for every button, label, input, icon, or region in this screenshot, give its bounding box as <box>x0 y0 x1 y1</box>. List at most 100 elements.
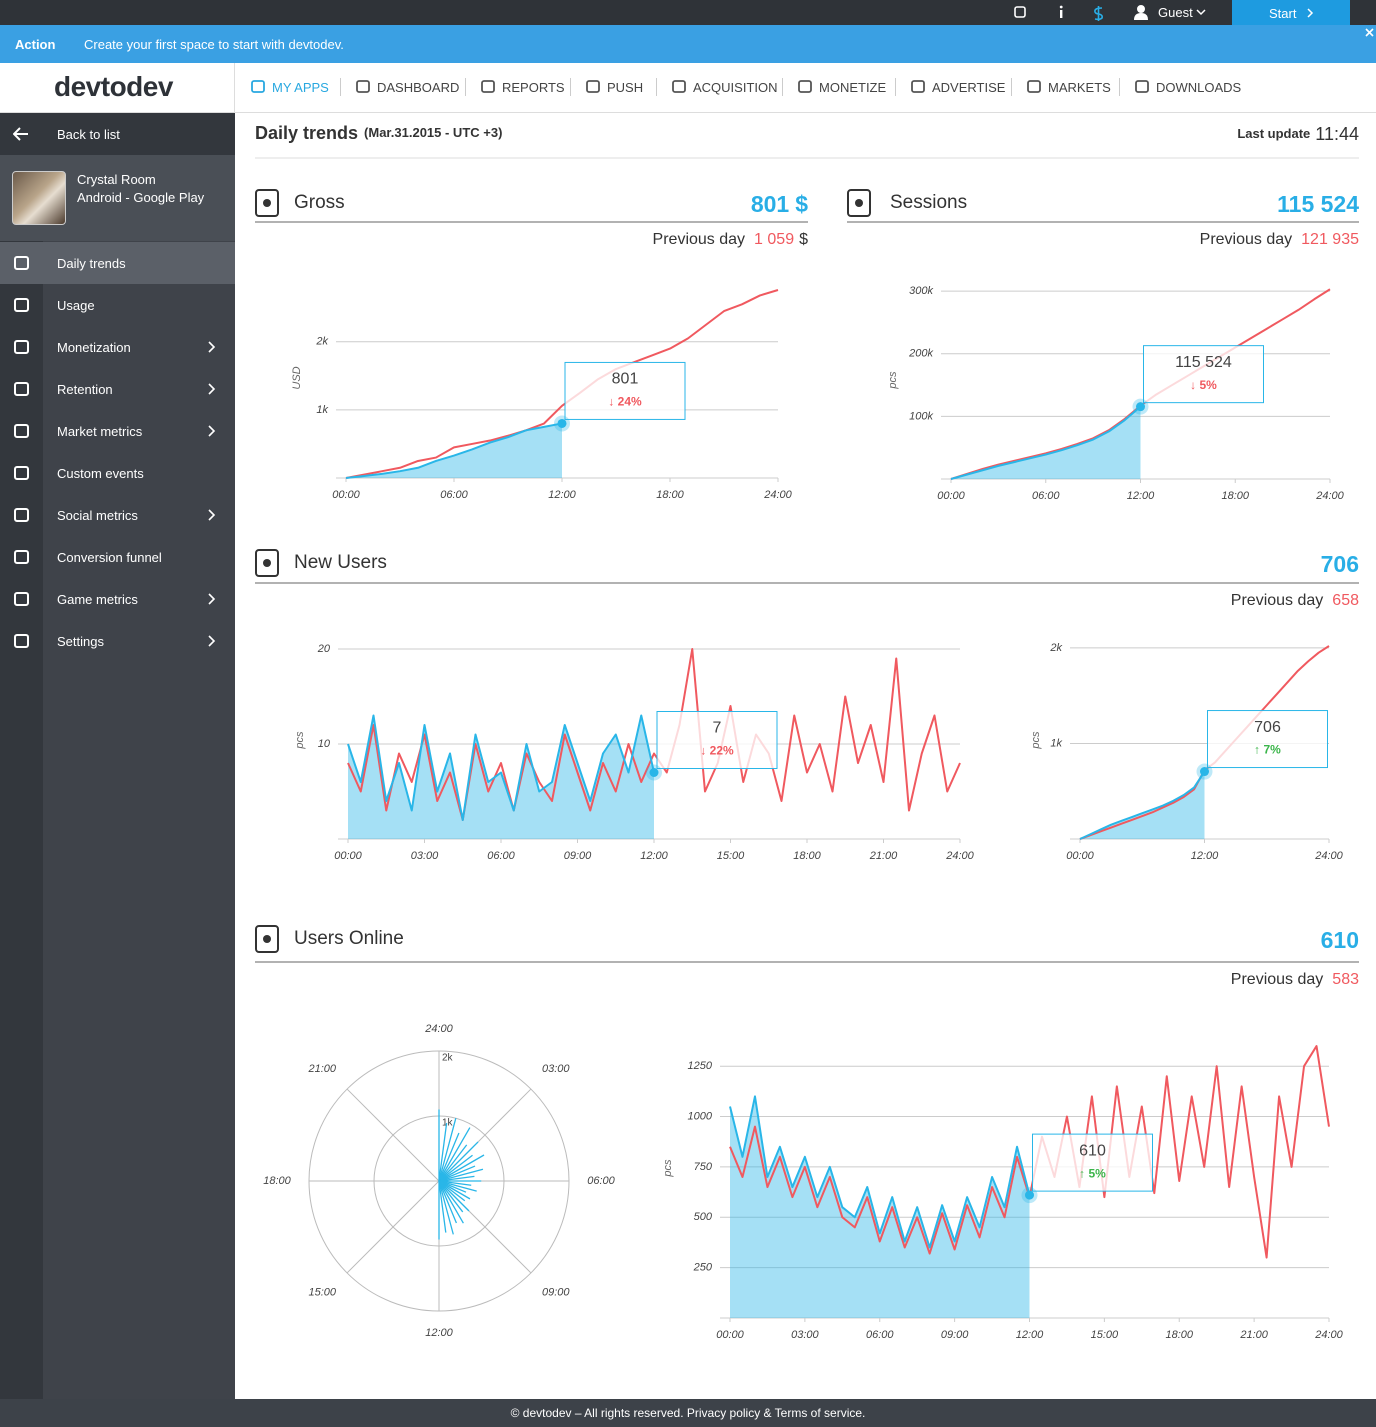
x-tick-label: 03:00 <box>411 850 439 862</box>
info-icon[interactable] <box>1060 10 1063 18</box>
menu-icon-shape <box>14 592 29 606</box>
nav-item[interactable]: MARKETS <box>1048 80 1111 95</box>
window-icon[interactable] <box>1014 6 1026 18</box>
nav-item[interactable]: REPORTS <box>502 80 565 95</box>
spoke <box>438 1180 464 1213</box>
nav-icon-shape <box>481 80 495 93</box>
tooltip-change: ↓ 5% <box>1190 378 1217 392</box>
x-tick-label: 21:00 <box>1239 1329 1268 1341</box>
y-tick-label: 100k <box>909 410 933 422</box>
content: Daily trends (Mar.31.2015 - UTC +3) Last … <box>255 123 1359 1341</box>
nav-item[interactable]: PUSH <box>607 80 644 95</box>
menu-icon-shape <box>14 634 29 648</box>
widget-value: 610 <box>1321 927 1359 953</box>
user-name[interactable]: Guest <box>1158 5 1193 20</box>
y-axis-label: USD <box>291 366 303 389</box>
menu-label: Daily trends <box>57 256 126 271</box>
menu-icon-shape <box>14 382 29 396</box>
chevron <box>208 425 216 437</box>
logo[interactable]: devtodev <box>54 71 173 102</box>
tooltip-value: 610 <box>1079 1142 1106 1159</box>
menu-chevron <box>208 509 216 521</box>
menu-item[interactable]: Game metrics <box>0 578 235 620</box>
spoke <box>438 1180 464 1224</box>
menu-item[interactable]: Conversion funnel <box>0 536 235 578</box>
menu-item[interactable]: Monetization <box>0 326 235 368</box>
y-axis-label: pcs <box>662 1159 674 1178</box>
last-update: Last update 11:44 <box>1237 124 1359 144</box>
x-tick-label: 06:00 <box>440 489 468 501</box>
nav-icon-shape <box>251 80 265 93</box>
start-label: Start <box>1269 6 1297 21</box>
spoke <box>438 1180 466 1202</box>
x-tick-label: 00:00 <box>332 489 360 501</box>
x-tick-label: 12:00 <box>640 850 668 862</box>
y-tick-label: 250 <box>693 1262 713 1274</box>
tooltip-change: ↑ 5% <box>1079 1166 1106 1180</box>
user-head <box>1137 5 1145 13</box>
widget-icon-dot <box>263 199 271 207</box>
nav-item[interactable]: ADVERTISE <box>932 80 1006 95</box>
menu-item[interactable]: Market metrics <box>0 410 235 452</box>
chevron <box>208 635 216 647</box>
nav-icon <box>1027 80 1041 93</box>
nav-separator <box>465 78 466 96</box>
start-button[interactable]: Start <box>1232 0 1350 25</box>
footer-text[interactable]: © devtodev – All rights reserved. Privac… <box>510 1406 866 1420</box>
app-thumbnail[interactable] <box>12 171 66 225</box>
x-tick-label: 06:00 <box>866 1329 894 1341</box>
marker <box>1025 1190 1034 1200</box>
line <box>347 648 961 821</box>
menu-item[interactable]: Social metrics <box>0 494 235 536</box>
y-tick-label: 1k <box>316 404 328 416</box>
y-tick-label: 500 <box>694 1211 713 1223</box>
menu-item[interactable]: Daily trends <box>0 242 235 284</box>
nav-separator <box>1011 78 1012 96</box>
x-tick-label: 03:00 <box>791 1329 819 1341</box>
menu-icon <box>14 592 29 606</box>
spoke <box>438 1144 468 1182</box>
action-bar: Action Create your first space to start … <box>0 25 1376 63</box>
tooltip-value: 801 <box>612 371 639 388</box>
nav-icon <box>1135 80 1149 93</box>
nav-separator <box>1119 78 1120 96</box>
menu-item[interactable]: Retention <box>0 368 235 410</box>
x-tick-label: 09:00 <box>941 1329 969 1341</box>
x-tick-label: 00:00 <box>716 1329 744 1341</box>
y-tick-label: 200k <box>908 348 933 360</box>
chevron <box>208 593 216 605</box>
x-tick-label: 06:00 <box>487 850 515 862</box>
x-tick-label: 24:00 <box>1314 850 1343 862</box>
nav-item[interactable]: ACQUISITION <box>693 80 778 95</box>
menu-item[interactable]: Custom events <box>0 452 235 494</box>
nav-item[interactable]: DASHBOARD <box>377 80 460 95</box>
billing-icon[interactable] <box>1094 6 1103 21</box>
widget-icon <box>255 549 279 577</box>
widget-icon <box>255 925 279 953</box>
angular-tick-label: 15:00 <box>309 1287 337 1299</box>
nav-icon-shape <box>672 80 686 93</box>
nav-item[interactable]: DOWNLOADS <box>1156 80 1242 95</box>
nav-item[interactable]: MY APPS <box>272 80 329 95</box>
menu-item[interactable]: Usage <box>0 284 235 326</box>
widget-icon <box>847 189 871 217</box>
spoke <box>438 1180 447 1233</box>
x-tick-label: 00:00 <box>334 850 362 862</box>
line <box>1079 770 1206 840</box>
back-row[interactable]: Back to list <box>0 113 235 155</box>
r-tick-label: 1k <box>442 1118 454 1129</box>
spoke <box>438 1141 479 1182</box>
menu-icon-shape <box>14 256 29 270</box>
tooltip-change: ↑ 7% <box>1254 743 1281 757</box>
angular-tick-label: 12:00 <box>425 1327 453 1339</box>
chevron <box>208 509 216 521</box>
close-button[interactable] <box>1365 28 1374 37</box>
x-tick-label: 18:00 <box>656 489 684 501</box>
action-message[interactable]: Create your first space to start with de… <box>84 37 344 52</box>
nav-item[interactable]: MONETIZE <box>819 80 887 95</box>
x-tick-label: 12:00 <box>1191 850 1219 862</box>
widget-icon-dot <box>263 935 271 943</box>
page-title: Daily trends (Mar.31.2015 - UTC +3) <box>255 123 502 143</box>
spoke <box>438 1132 460 1182</box>
menu-item[interactable]: Settings <box>0 620 235 662</box>
